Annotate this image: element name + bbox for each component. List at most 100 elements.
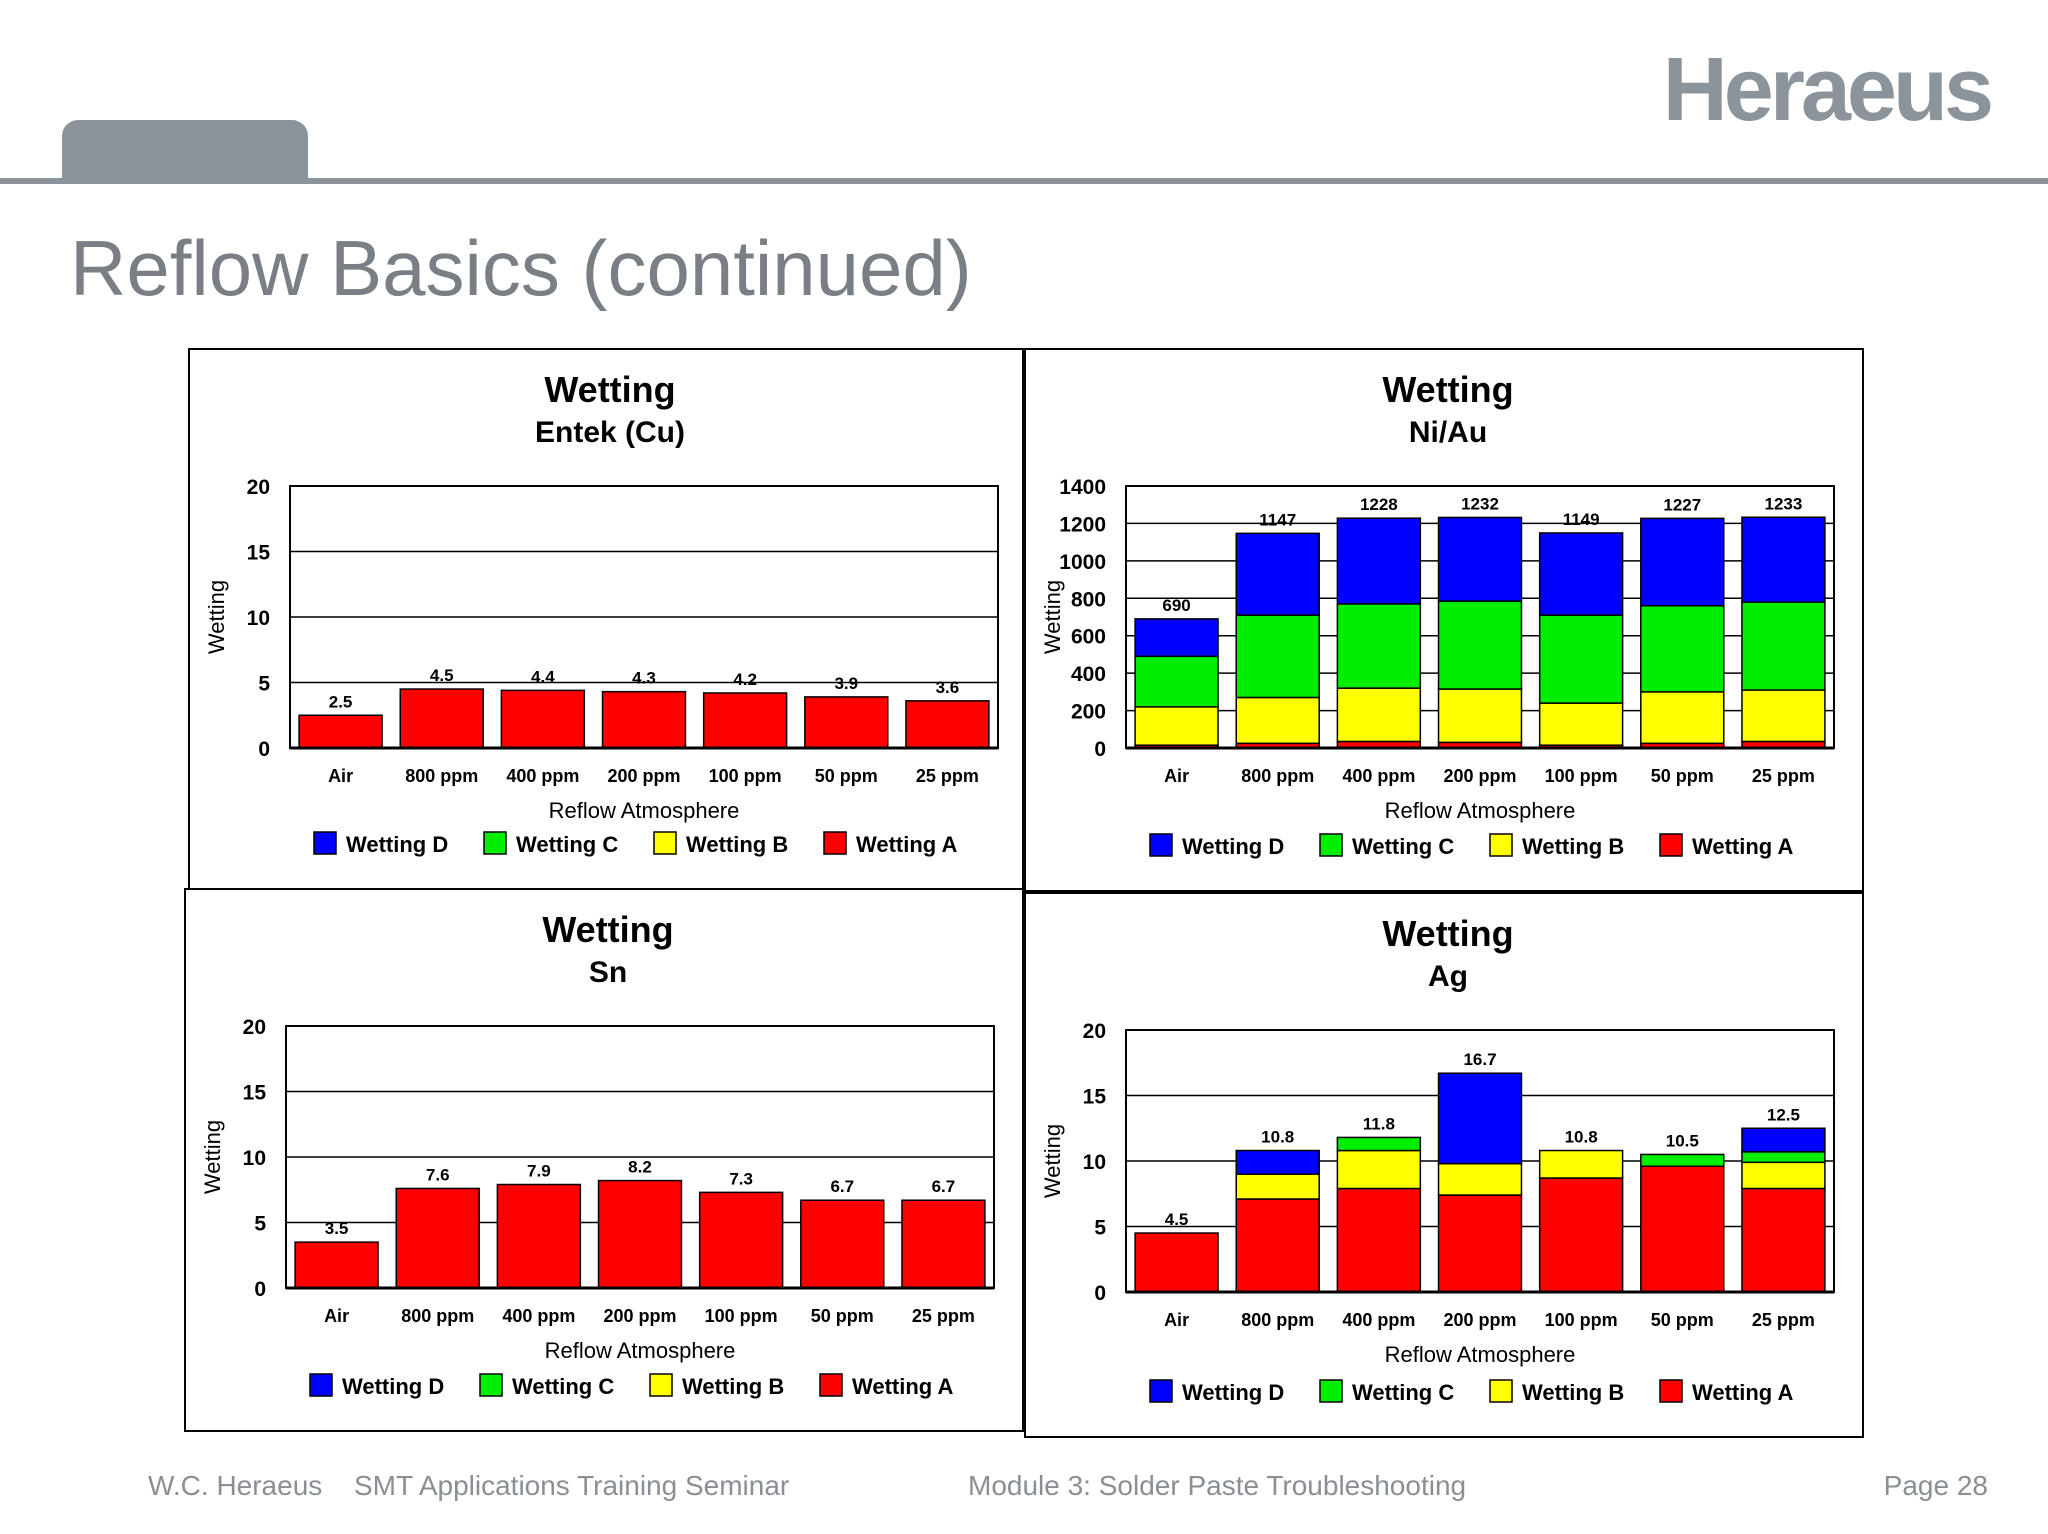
bar-segment-wetting-b xyxy=(1437,688,1523,744)
legend-swatch-wetting-b xyxy=(653,831,677,855)
chart-svg-entek-cu: Wetting Entek (Cu) 0 5 10 15 20 Wetting 2.5 Air 4.… xyxy=(204,369,999,857)
legend-swatch-wetting-d xyxy=(309,1373,333,1397)
x-tick-label: 100 ppm xyxy=(709,766,782,786)
bar-segment-wetting-d xyxy=(1741,516,1826,603)
data-label: 3.9 xyxy=(834,674,858,693)
y-tick-label: 15 xyxy=(247,542,271,565)
bar-segment-wetting-c xyxy=(1134,655,1219,708)
bar-segment-wetting-c xyxy=(1437,600,1523,690)
chart-subtitle: Entek (Cu) xyxy=(535,416,685,449)
y-tick-label: 10 xyxy=(247,607,270,630)
chart-subtitle: Ag xyxy=(1428,960,1468,993)
legend-swatch-wetting-c xyxy=(479,1373,503,1397)
data-label: 1232 xyxy=(1461,494,1499,513)
bar-segment-wetting-d xyxy=(1437,516,1523,602)
data-label: 1228 xyxy=(1360,495,1398,514)
bar-segment-wetting-c xyxy=(1336,1136,1422,1152)
footer-page-number: Page 28 xyxy=(1883,1470,1988,1501)
bar-segment-wetting-c xyxy=(1538,614,1624,704)
footer-seminar: SMT Applications Training Seminar xyxy=(354,1470,790,1501)
legend-label: Wetting C xyxy=(516,832,618,857)
legend-swatch-wetting-b xyxy=(1489,833,1513,857)
bar-segment-wetting-a xyxy=(1235,1198,1320,1293)
header-tab-decoration xyxy=(62,120,308,182)
header-rule xyxy=(0,178,2048,184)
legend-swatch-wetting-c xyxy=(483,831,507,855)
x-tick-label: 100 ppm xyxy=(705,1306,778,1326)
bar-segment-wetting-a xyxy=(601,690,687,749)
bar-segment-wetting-a xyxy=(702,692,788,749)
y-tick-label: 15 xyxy=(1083,1086,1107,1109)
legend-label: Wetting C xyxy=(512,1374,614,1399)
data-label: 4.3 xyxy=(632,669,656,688)
y-axis-label: Wetting xyxy=(204,580,229,654)
bar-segment-wetting-c xyxy=(1640,1153,1725,1167)
x-tick-label: 800 ppm xyxy=(405,766,478,786)
data-label: 1233 xyxy=(1765,494,1803,513)
chart-panel-sn: Wetting Sn 0 5 10 15 20 Wetting 3.5 Air 7.6 800 ppm… xyxy=(184,888,1024,1432)
bar-segment-wetting-a xyxy=(804,696,889,749)
y-tick-label: 10 xyxy=(1083,1151,1106,1174)
x-tick-label: 200 ppm xyxy=(607,766,680,786)
bar-segment-wetting-b xyxy=(1640,691,1725,745)
chart-subtitle: Sn xyxy=(589,956,627,989)
chart-title: Wetting xyxy=(1382,369,1513,410)
bar-segment-wetting-b xyxy=(1336,687,1422,743)
bar-segment-wetting-a xyxy=(1741,1187,1826,1293)
x-tick-label: 200 ppm xyxy=(1443,1310,1516,1330)
legend-label: Wetting D xyxy=(342,1374,444,1399)
x-tick-label: 25 ppm xyxy=(1752,1310,1815,1330)
chart-svg-ni-au: Wetting Ni/Au 0 200 400 600 800 1000 1200 1400 Wet… xyxy=(1040,369,1835,859)
chart-svg-ag: Wetting Ag 0 5 10 15 20 Wetting 4.5 Air 10.8 800 pp… xyxy=(1040,913,1835,1405)
bar-segment-wetting-a xyxy=(500,689,586,749)
bar-segment-wetting-b xyxy=(1741,1161,1826,1190)
legend-swatch-wetting-a xyxy=(1659,1379,1683,1403)
legend-swatch-wetting-a xyxy=(823,831,847,855)
y-tick-label: 15 xyxy=(243,1082,267,1105)
data-label: 4.4 xyxy=(531,667,555,686)
bar-segment-wetting-c xyxy=(1741,1151,1826,1164)
bar-segment-wetting-b xyxy=(1134,706,1219,746)
bar-segment-wetting-b xyxy=(1538,702,1624,746)
chart-title: Wetting xyxy=(1382,913,1513,954)
data-label: 1227 xyxy=(1663,495,1701,514)
x-tick-label: 100 ppm xyxy=(1545,1310,1618,1330)
y-tick-label: 400 xyxy=(1071,663,1106,686)
legend-swatch-wetting-d xyxy=(1149,833,1173,857)
x-tick-label: Air xyxy=(1164,766,1189,786)
y-tick-label: 200 xyxy=(1071,701,1106,724)
bar-segment-wetting-d xyxy=(1235,532,1320,616)
bar-segment-wetting-c xyxy=(1640,605,1725,693)
x-tick-label: 25 ppm xyxy=(916,766,979,786)
legend-swatch-wetting-b xyxy=(649,1373,673,1397)
data-label: 3.5 xyxy=(325,1219,349,1238)
bar-segment-wetting-b xyxy=(1538,1149,1624,1179)
bar-segment-wetting-a xyxy=(698,1191,784,1289)
legend-label: Wetting D xyxy=(346,832,448,857)
bar-segment-wetting-d xyxy=(1336,517,1422,605)
x-axis-label: Reflow Atmosphere xyxy=(1385,798,1576,823)
x-tick-label: 800 ppm xyxy=(1241,1310,1314,1330)
data-label: 4.2 xyxy=(733,670,757,689)
bar-segment-wetting-a xyxy=(901,1199,986,1289)
bar-segment-wetting-a xyxy=(1437,1194,1523,1293)
x-tick-label: 800 ppm xyxy=(401,1306,474,1326)
y-tick-label: 1400 xyxy=(1059,476,1106,499)
y-tick-label: 20 xyxy=(247,476,270,499)
bar-segment-wetting-a xyxy=(1538,1177,1624,1293)
x-tick-label: Air xyxy=(1164,1310,1189,1330)
chart-panel-entek-cu: Wetting Entek (Cu) 0 5 10 15 20 Wetting 2.5 Air 4.… xyxy=(188,348,1024,890)
data-label: 11.8 xyxy=(1363,1114,1395,1133)
slide-title: Reflow Basics (continued) xyxy=(70,224,972,312)
x-tick-label: 400 ppm xyxy=(502,1306,575,1326)
legend-swatch-wetting-c xyxy=(1319,833,1343,857)
chart-title: Wetting xyxy=(542,909,673,950)
bar-segment-wetting-d xyxy=(1235,1149,1320,1175)
x-tick-label: 50 ppm xyxy=(1651,1310,1714,1330)
y-tick-label: 0 xyxy=(1094,738,1106,761)
x-tick-label: 100 ppm xyxy=(1545,766,1618,786)
data-label: 10.8 xyxy=(1565,1128,1598,1147)
y-tick-label: 0 xyxy=(258,738,270,761)
bar-segment-wetting-b xyxy=(1437,1162,1523,1196)
bar-segment-wetting-d xyxy=(1741,1127,1826,1153)
